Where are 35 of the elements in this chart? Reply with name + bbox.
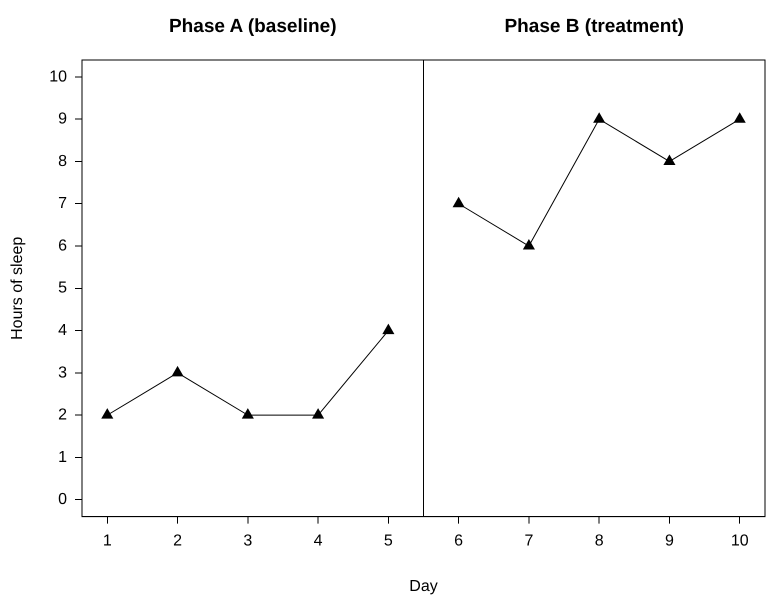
point (523, 240, 535, 250)
point (102, 408, 113, 419)
point (312, 408, 324, 419)
x-tick-label: 1 (102, 532, 112, 550)
point (242, 408, 254, 419)
y-tick-label: 9 (58, 110, 68, 128)
point (172, 366, 184, 376)
x-tick-label: 2 (173, 532, 182, 550)
point (382, 324, 394, 334)
y-tick-label: 7 (58, 195, 68, 212)
y-axis-title: Hours of sleep (9, 236, 26, 340)
y-tick-label: 8 (58, 152, 68, 170)
x-tick-label: 9 (664, 532, 674, 550)
x-axis-title: Day (409, 578, 438, 595)
x-tick-label: 10 (730, 532, 749, 550)
text: Phase B (treatment) (504, 16, 684, 37)
y-tick-label: 3 (58, 364, 68, 382)
x-tick-label: 3 (243, 532, 252, 550)
y-tick-label: 5 (58, 280, 68, 297)
y-tick-label: 10 (49, 68, 68, 86)
x-tick-label: 8 (594, 532, 604, 550)
point (452, 197, 464, 208)
y-tick-label: 2 (58, 406, 68, 424)
y-tick-label: 1 (58, 448, 68, 466)
point (593, 112, 605, 123)
text: Phase A (baseline) (168, 16, 337, 37)
point (664, 154, 676, 165)
y-tick-label: 0 (58, 491, 68, 508)
x-tick-label: 6 (454, 532, 464, 550)
y-tick-label: 6 (58, 237, 68, 254)
x-tick-label: 7 (524, 532, 534, 550)
x-tick-label: 4 (314, 532, 323, 550)
point (734, 112, 746, 123)
y-tick-label: 4 (58, 322, 68, 339)
x-tick-label: 5 (384, 532, 393, 550)
